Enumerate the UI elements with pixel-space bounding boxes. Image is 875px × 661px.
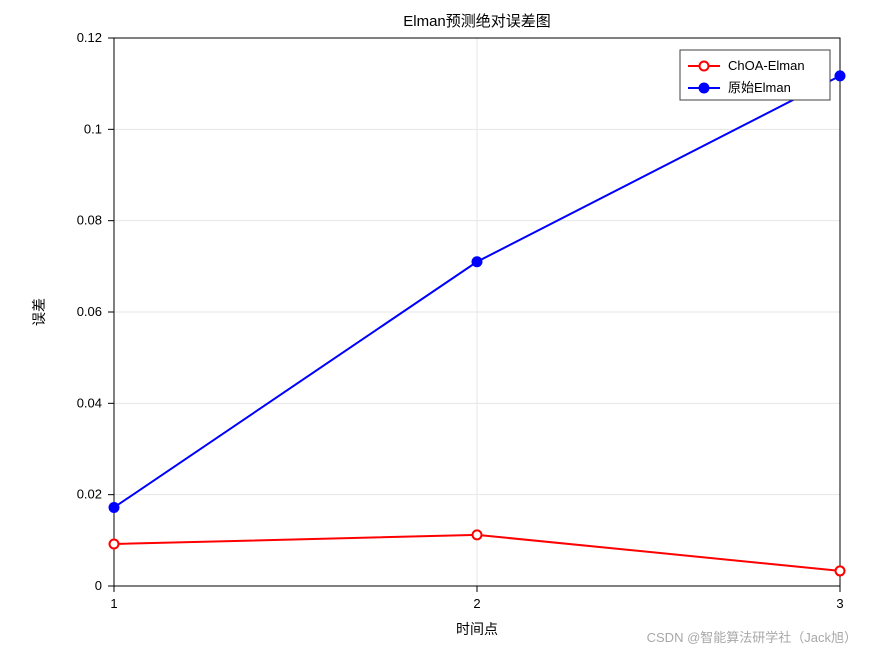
y-tick-label: 0	[95, 578, 102, 593]
series-marker	[836, 71, 845, 80]
y-tick-label: 0.02	[77, 487, 102, 502]
y-tick-label: 0.04	[77, 395, 102, 410]
chart-title: Elman预测绝对误差图	[403, 13, 551, 30]
legend-label: 原始Elman	[728, 80, 791, 95]
y-axis-label: 误差	[31, 298, 47, 326]
x-tick-label: 3	[836, 596, 843, 611]
y-tick-label: 0.1	[84, 121, 102, 136]
legend-marker	[700, 62, 709, 71]
series-marker	[110, 539, 119, 548]
chart-svg: 1 2 3 0 0.02 0.04 0.06 0.08 0.1 0.12 Elman预测绝对误差图时…	[0, 0, 875, 656]
series-marker	[110, 503, 119, 512]
x-axis-label: 时间点	[456, 621, 498, 637]
y-tick-label: 0.06	[77, 304, 102, 319]
y-tick-label: 0.08	[77, 213, 102, 228]
x-tick-label: 1	[110, 596, 117, 611]
chart-container: 1 2 3 0 0.02 0.04 0.06 0.08 0.1 0.12 Elman预测绝对误差图时…	[0, 0, 875, 656]
series-marker	[473, 257, 482, 266]
series-marker	[836, 566, 845, 575]
watermark-text: CSDN @智能算法研学社（Jack旭）	[647, 627, 857, 646]
x-tick-label: 2	[473, 596, 480, 611]
y-tick-label: 0.12	[77, 30, 102, 45]
series-marker	[473, 530, 482, 539]
legend-marker	[700, 84, 709, 93]
legend-label: ChOA-Elman	[728, 58, 805, 73]
